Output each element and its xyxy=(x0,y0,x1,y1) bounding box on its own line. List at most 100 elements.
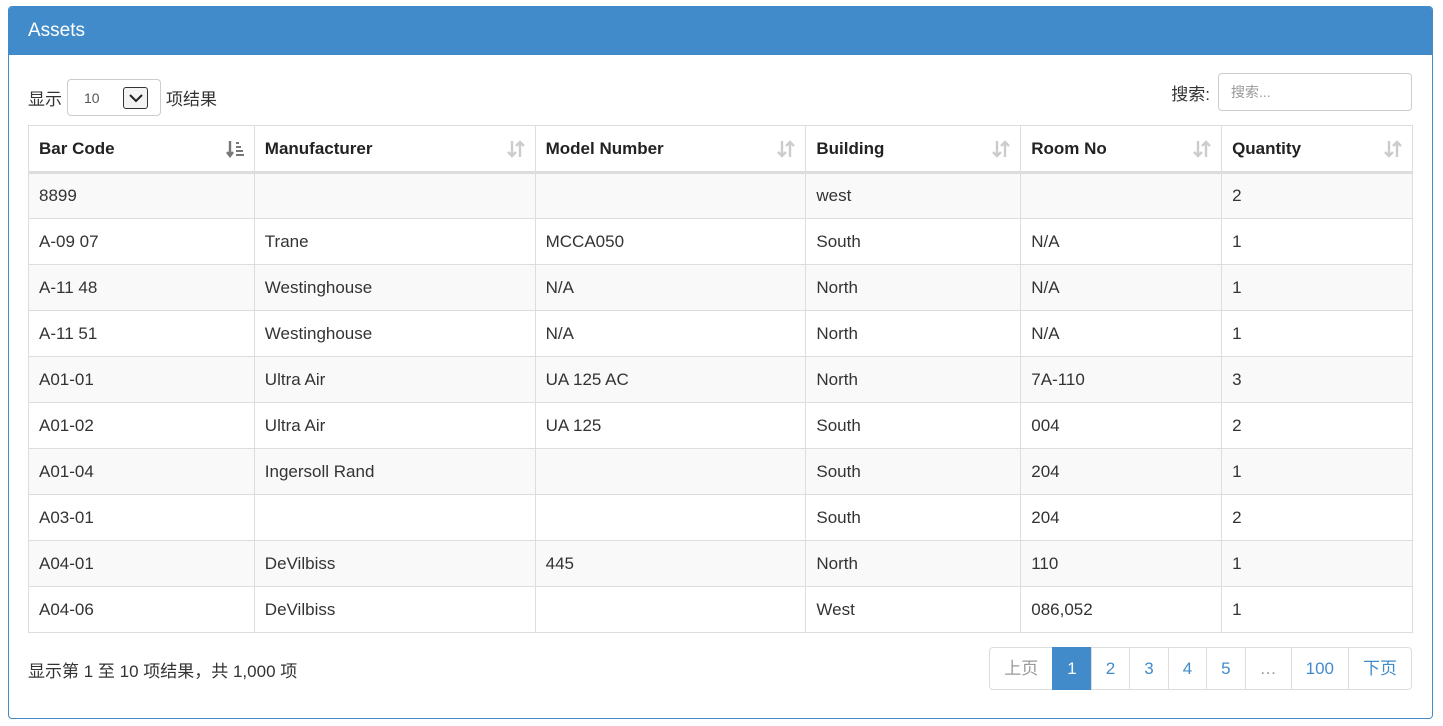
table-cell: 1 xyxy=(1221,586,1413,633)
column-header[interactable]: Quantity xyxy=(1221,125,1413,174)
table-cell: Westinghouse xyxy=(253,310,536,357)
table-cell: MCCA050 xyxy=(534,218,807,265)
page-length-control: 显示 10 项结果 xyxy=(28,79,217,116)
sort-icon xyxy=(1192,139,1212,159)
table-row: A01-01 Ultra Air UA 125 AC North 7A-110 3 xyxy=(28,356,1413,403)
prev-page-button[interactable]: 上页 xyxy=(989,647,1054,690)
table-cell: 1 xyxy=(1221,264,1413,311)
column-header[interactable]: Room No xyxy=(1020,125,1223,174)
table-cell: A04-06 xyxy=(28,586,255,633)
table-cell: A04-01 xyxy=(28,540,255,587)
table-cell xyxy=(1020,172,1223,219)
column-header[interactable]: Manufacturer xyxy=(253,125,536,174)
search-control: 搜索: xyxy=(1171,73,1412,111)
table-header-row: Bar Code Manufacturer Model Number Building… xyxy=(28,125,1413,174)
column-header-label: Quantity xyxy=(1232,138,1302,158)
sort-icon xyxy=(1383,139,1403,159)
table-cell: 204 xyxy=(1020,494,1223,541)
table-cell: A-11 48 xyxy=(28,264,255,311)
assets-table: Bar Code Manufacturer Model Number Building… xyxy=(28,125,1413,633)
search-input[interactable] xyxy=(1218,73,1412,111)
table-row: A-11 48 Westinghouse N/A North N/A 1 xyxy=(28,264,1413,311)
table-cell: North xyxy=(805,356,1022,403)
sort-icon xyxy=(776,139,796,159)
table-cell: 1 xyxy=(1221,218,1413,265)
column-header-label: Model Number xyxy=(545,138,664,158)
table-cell: west xyxy=(805,172,1022,219)
next-page-button[interactable]: 下页 xyxy=(1348,647,1412,690)
table-cell: West xyxy=(805,586,1022,633)
table-cell: South xyxy=(805,448,1022,495)
table-cell: 3 xyxy=(1221,356,1413,403)
search-label: 搜索: xyxy=(1171,84,1210,104)
table-cell: 2 xyxy=(1221,172,1413,219)
page-button[interactable]: 1 xyxy=(1052,647,1092,690)
table-cell: A-11 51 xyxy=(28,310,255,357)
column-header[interactable]: Model Number xyxy=(534,125,807,174)
table-cell: 445 xyxy=(534,540,807,587)
table-cell: A01-01 xyxy=(28,356,255,403)
table-cell: Ultra Air xyxy=(253,402,536,449)
table-controls: 显示 10 项结果 搜索: xyxy=(9,55,1432,127)
table-cell: 1 xyxy=(1221,540,1413,587)
table-cell: 2 xyxy=(1221,402,1413,449)
table-cell: 2 xyxy=(1221,494,1413,541)
table-row: A04-06 DeVilbiss West 086,052 1 xyxy=(28,586,1413,633)
column-header-label: Bar Code xyxy=(39,138,115,158)
table-cell: South xyxy=(805,402,1022,449)
table-cell: N/A xyxy=(1020,264,1223,311)
table-cell: 204 xyxy=(1020,448,1223,495)
table-cell: DeVilbiss xyxy=(253,586,536,633)
pagination: 上页 1 2 3 4 5… 100 下页 xyxy=(989,647,1412,690)
table-cell xyxy=(253,172,536,219)
table-cell: A01-02 xyxy=(28,402,255,449)
table-row: A04-01 DeVilbiss 445 North 110 1 xyxy=(28,540,1413,587)
table-cell: North xyxy=(805,540,1022,587)
column-header[interactable]: Building xyxy=(805,125,1022,174)
page-button[interactable]: 3 xyxy=(1129,647,1169,690)
table-cell: N/A xyxy=(534,310,807,357)
table-cell xyxy=(534,172,807,219)
assets-panel: Assets 显示 10 项结果 搜索: Bar Code Manufacture… xyxy=(8,6,1433,719)
sort-icon xyxy=(991,139,1011,159)
table-cell xyxy=(534,448,807,495)
table-cell: UA 125 AC xyxy=(534,356,807,403)
table-row: A-11 51 Westinghouse N/A North N/A 1 xyxy=(28,310,1413,357)
chevron-down-icon[interactable] xyxy=(123,87,148,109)
page-button[interactable]: 2 xyxy=(1090,647,1131,690)
table-body: 8899 west 2 A-09 07 Trane MCCA050 South N/A 1 A-1… xyxy=(28,172,1413,633)
table-cell: 8899 xyxy=(28,172,255,219)
table-cell xyxy=(534,586,807,633)
table-cell: North xyxy=(805,264,1022,311)
page-length-value: 10 xyxy=(84,89,100,106)
table-cell: 110 xyxy=(1020,540,1223,587)
column-header[interactable]: Bar Code xyxy=(28,125,255,174)
column-header-label: Manufacturer xyxy=(264,138,373,158)
table-cell: Ultra Air xyxy=(253,356,536,403)
page-button[interactable]: 5 xyxy=(1206,647,1246,690)
table-row: 8899 west 2 xyxy=(28,172,1413,219)
table-cell: 1 xyxy=(1221,448,1413,495)
pagination-ellipsis[interactable]: … xyxy=(1244,647,1292,690)
table-row: A03-01 South 204 2 xyxy=(28,494,1413,541)
table-cell: 7A-110 xyxy=(1020,356,1223,403)
panel-title: Assets xyxy=(9,7,1432,55)
table-cell: South xyxy=(805,218,1022,265)
column-header-label: Room No xyxy=(1031,138,1107,158)
table-cell: 086,052 xyxy=(1020,586,1223,633)
table-row: A01-02 Ultra Air UA 125 South 004 2 xyxy=(28,402,1413,449)
table-cell: UA 125 xyxy=(534,402,807,449)
column-header-label: Building xyxy=(816,138,885,158)
page-button[interactable]: 100 xyxy=(1290,647,1349,690)
page-button[interactable]: 4 xyxy=(1167,647,1208,690)
page-length-select[interactable]: 10 xyxy=(67,79,161,116)
table-cell: Ingersoll Rand xyxy=(253,448,536,495)
table-cell: N/A xyxy=(1020,218,1223,265)
table-cell: South xyxy=(805,494,1022,541)
length-prefix-label: 显示 xyxy=(28,90,62,109)
table-cell: A03-01 xyxy=(28,494,255,541)
table-cell: A01-04 xyxy=(28,448,255,495)
table-cell: N/A xyxy=(534,264,807,311)
table-cell: Trane xyxy=(253,218,536,265)
table-cell: A-09 07 xyxy=(28,218,255,265)
